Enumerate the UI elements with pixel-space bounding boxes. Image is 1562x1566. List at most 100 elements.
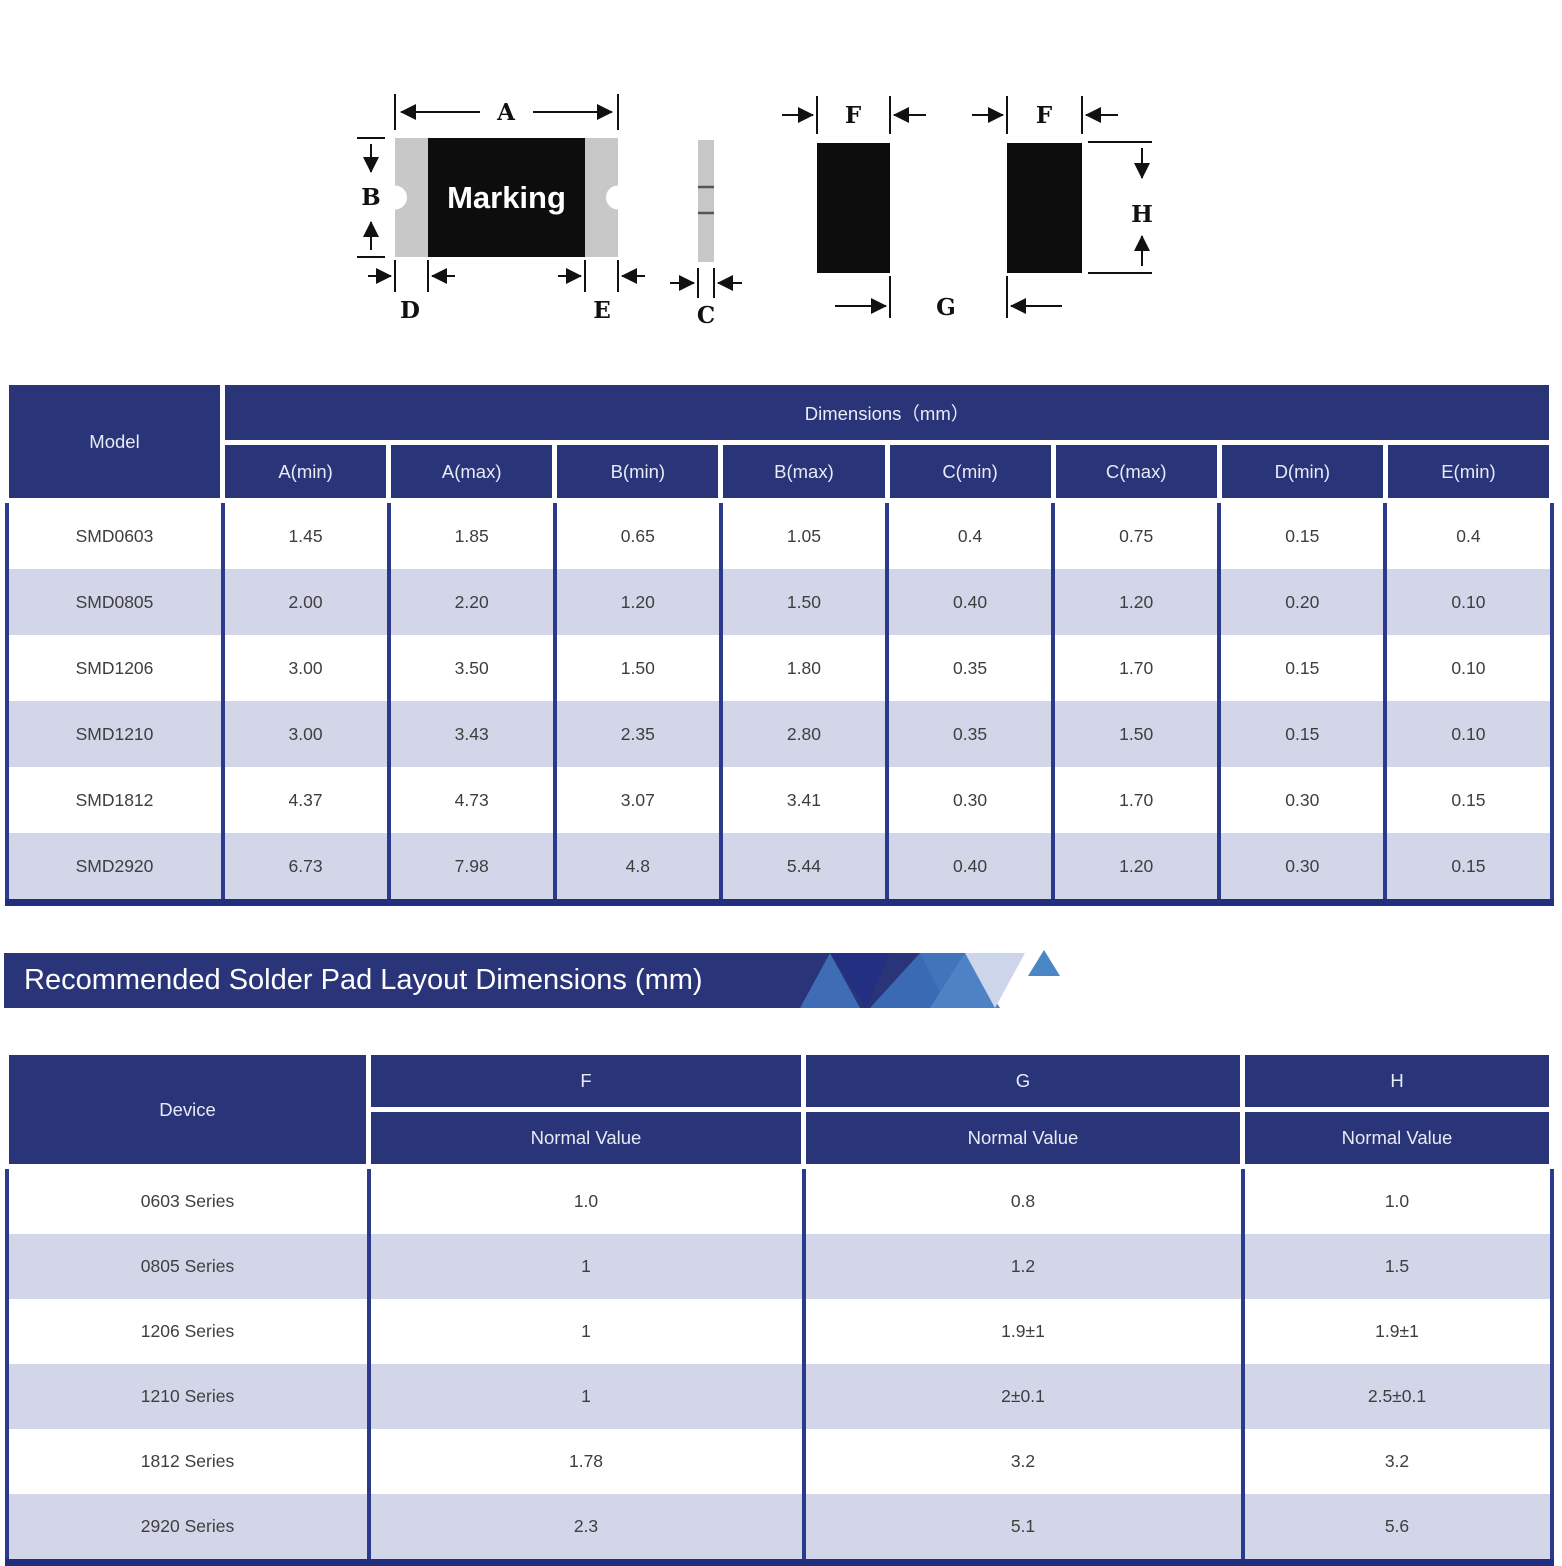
dim-label-b: B	[361, 184, 380, 211]
table-cell: 1.50	[552, 635, 723, 701]
table-cell: 1.05	[718, 500, 890, 569]
section-banner: Recommended Solder Pad Layout Dimensions…	[4, 953, 930, 1008]
column-header-c-min: C(min)	[884, 440, 1056, 503]
solder-pad-diagram: F F H G	[782, 96, 1153, 321]
dim-d: D	[368, 260, 455, 324]
table-subheader-row: Normal Value Normal Value Normal Value	[7, 1107, 1554, 1169]
table-cell: 3.43	[386, 701, 557, 767]
dim-label-g: G	[936, 294, 956, 321]
dim-label-f-left: F	[845, 102, 862, 129]
table-cell: 3.50	[386, 635, 557, 701]
device-column-header: Device	[4, 1050, 371, 1169]
table-row: SMD0603 1.45 1.85 0.65 1.05 0.4 0.75 0.1…	[4, 500, 1554, 569]
dim-label-e: E	[593, 297, 611, 324]
table-cell: 1.5	[1240, 1234, 1554, 1299]
table-cell: 1.20	[1051, 569, 1222, 635]
table-cell: 1.85	[386, 500, 557, 569]
device-cell: 0805 Series	[4, 1234, 371, 1299]
table-row: 0603 Series 1.0 0.8 1.0	[4, 1166, 1554, 1234]
table-cell: 1.9±1	[1240, 1299, 1554, 1364]
table-cell: 3.41	[718, 767, 890, 833]
table-cell: 2.80	[718, 701, 890, 767]
table-cell: 4.73	[386, 767, 557, 833]
table-header-row: Device F G H	[4, 1050, 1554, 1169]
model-cell: SMD0805	[4, 569, 225, 635]
table-row: 0805 Series 1 1.2 1.5	[4, 1234, 1554, 1299]
column-header-b-max: B(max)	[718, 440, 890, 503]
table-cell: 0.35	[884, 701, 1056, 767]
table-cell: 0.30	[1217, 833, 1388, 906]
table-cell: 4.37	[220, 767, 391, 833]
table-cell: 0.40	[884, 833, 1056, 906]
table-cell: 7.98	[386, 833, 557, 906]
table-cell: 0.40	[884, 569, 1056, 635]
table-row: 1206 Series 1 1.9±1 1.9±1	[4, 1299, 1554, 1364]
table-cell: 0.30	[884, 767, 1056, 833]
table-cell: 0.10	[1383, 635, 1554, 701]
package-dimensions-diagram: Marking A B D E	[357, 94, 1153, 329]
table-cell: 4.8	[552, 833, 723, 906]
table-cell: 3.00	[220, 701, 391, 767]
table-row: 1812 Series 1.78 3.2 3.2	[4, 1429, 1554, 1494]
table-cell: 1	[366, 1299, 806, 1364]
table-row: 1210 Series 1 2±0.1 2.5±0.1	[4, 1364, 1554, 1429]
table-cell: 1.20	[552, 569, 723, 635]
model-column-header: Model	[4, 380, 225, 503]
device-cell: 0603 Series	[4, 1166, 371, 1234]
subheader-normal-value-g: Normal Value	[801, 1107, 1245, 1169]
table-cell: 2.5±0.1	[1240, 1364, 1554, 1429]
column-header-f: F	[366, 1050, 806, 1112]
table-cell: 0.15	[1217, 701, 1388, 767]
component-side-view: C	[670, 140, 742, 329]
table-row: SMD1210 3.00 3.43 2.35 2.80 0.35 1.50 0.…	[4, 701, 1554, 767]
dim-label-f-right: F	[1036, 102, 1053, 129]
table-cell: 0.15	[1383, 833, 1554, 906]
table-cell: 0.65	[552, 500, 723, 569]
table-cell: 2.20	[386, 569, 557, 635]
table-cell: 1	[366, 1364, 806, 1429]
solder-pad-table: Device F G H Normal Value Normal Value N…	[4, 1050, 1554, 1566]
marking-label: Marking	[447, 180, 566, 215]
table-cell: 1.80	[718, 635, 890, 701]
table-subheader-row: A(min) A(max) B(min) B(max) C(min) C(max…	[7, 440, 1555, 503]
table-cell: 2.00	[220, 569, 391, 635]
table-cell: 1	[366, 1234, 806, 1299]
table-cell: 1.78	[366, 1429, 806, 1494]
device-cell: 2920 Series	[4, 1494, 371, 1566]
table-cell: 0.10	[1383, 569, 1554, 635]
table-cell: 0.15	[1383, 767, 1554, 833]
device-cell: 1210 Series	[4, 1364, 371, 1429]
table-cell: 0.30	[1217, 767, 1388, 833]
device-cell: 1206 Series	[4, 1299, 371, 1364]
model-cell: SMD1206	[4, 635, 225, 701]
dim-a: A	[394, 94, 619, 130]
column-header-d-min: D(min)	[1216, 440, 1388, 503]
table-cell: 1.0	[366, 1166, 806, 1234]
table-cell: 2.3	[366, 1494, 806, 1566]
model-cell: SMD0603	[4, 500, 225, 569]
table-cell: 1.50	[1051, 701, 1222, 767]
table-cell: 0.10	[1383, 701, 1554, 767]
device-cell: 1812 Series	[4, 1429, 371, 1494]
dim-label-a: A	[496, 99, 516, 126]
table-cell: 5.44	[718, 833, 890, 906]
column-header-e-min: E(min)	[1382, 440, 1555, 503]
model-cell: SMD2920	[4, 833, 225, 906]
table-cell: 0.4	[1383, 500, 1554, 569]
table-cell: 3.2	[801, 1429, 1245, 1494]
dim-label-c: C	[697, 302, 715, 329]
banner-triangles-decoration	[800, 950, 1060, 1008]
table-cell: 3.00	[220, 635, 391, 701]
table-cell: 0.8	[801, 1166, 1245, 1234]
table-cell: 3.07	[552, 767, 723, 833]
column-header-g: G	[801, 1050, 1245, 1112]
section-title: Recommended Solder Pad Layout Dimensions…	[24, 964, 703, 996]
table-cell: 5.6	[1240, 1494, 1554, 1566]
table-row: 2920 Series 2.3 5.1 5.6	[4, 1494, 1554, 1566]
column-header-a-max: A(max)	[386, 440, 558, 503]
dim-label-d: D	[400, 297, 420, 324]
table-cell: 0.35	[884, 635, 1056, 701]
table-cell: 1.45	[220, 500, 391, 569]
subheader-normal-value-h: Normal Value	[1240, 1107, 1554, 1169]
table-cell: 0.75	[1051, 500, 1222, 569]
